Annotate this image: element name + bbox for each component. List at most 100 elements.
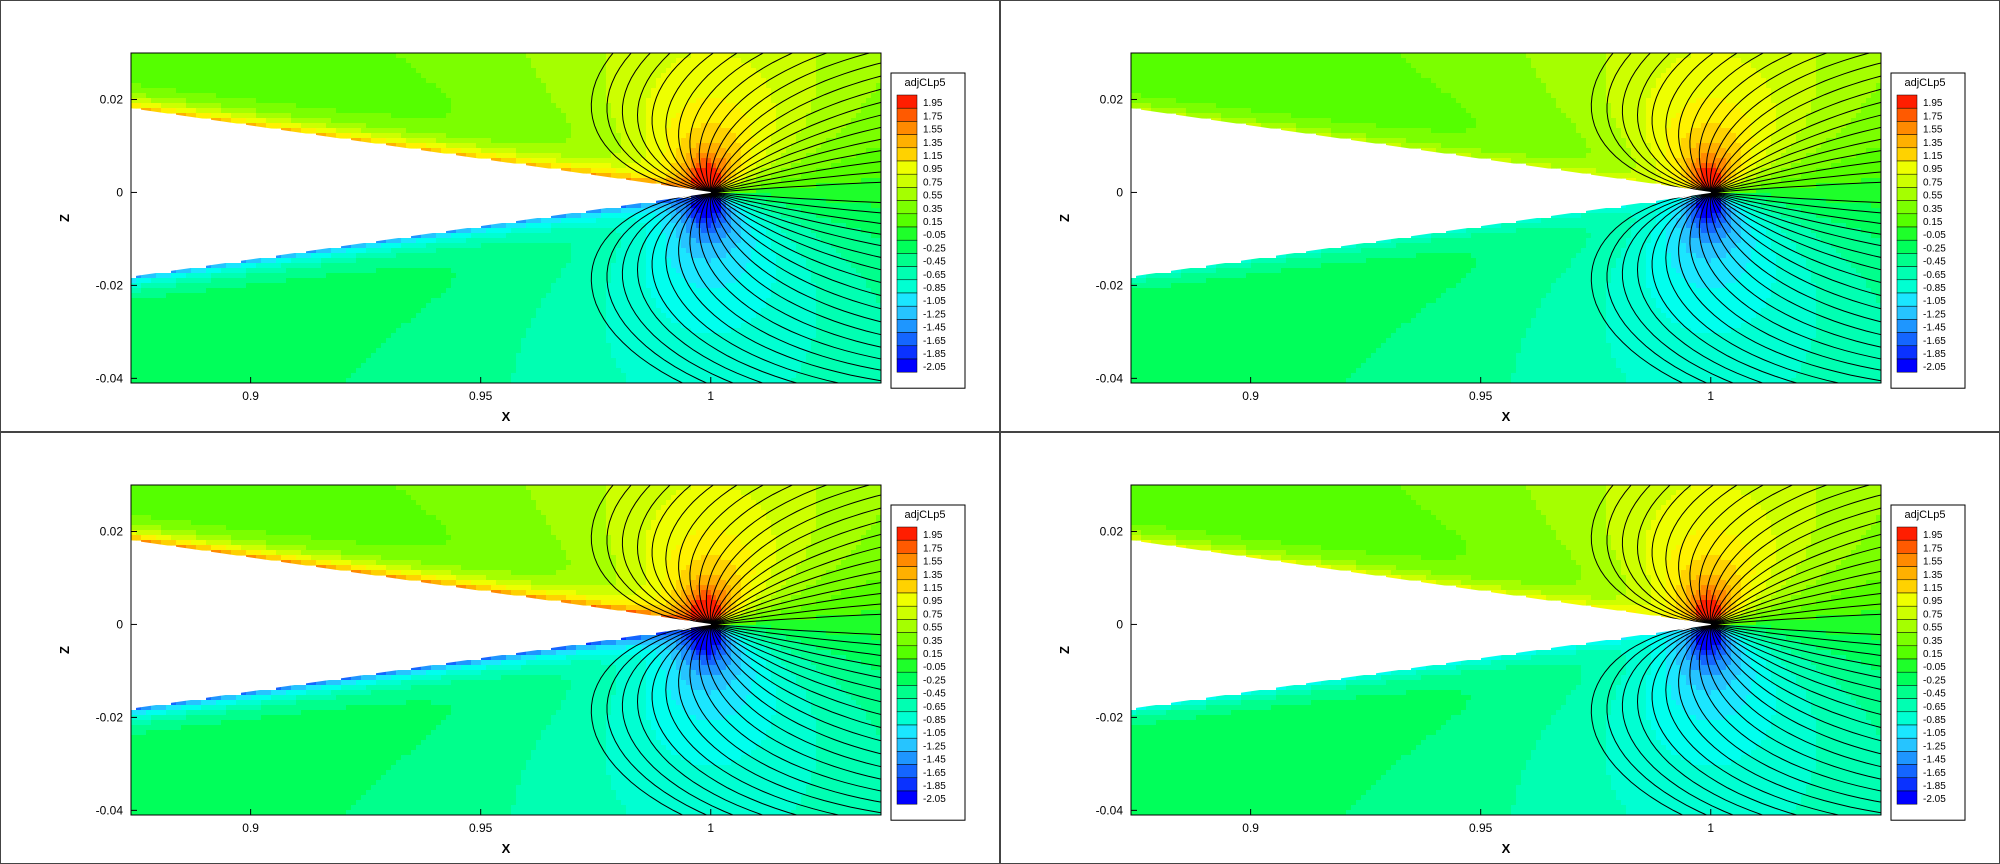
contour-cell — [596, 113, 602, 119]
contour-cell — [536, 268, 542, 274]
contour-cell — [716, 123, 722, 129]
contour-cell — [396, 68, 402, 74]
contour-cell — [801, 103, 807, 109]
contour-cell — [806, 173, 812, 179]
contour-cell — [861, 163, 867, 169]
contour-cell — [686, 198, 692, 204]
contour-cell — [586, 253, 592, 259]
contour-cell — [791, 63, 797, 69]
contour-cell — [691, 103, 697, 109]
contour-cell — [516, 278, 522, 284]
contour-cell — [811, 98, 817, 104]
contour-cell — [866, 108, 872, 114]
contour-cell — [511, 153, 517, 159]
contour-cell — [361, 278, 367, 284]
contour-cell — [691, 273, 697, 279]
contour-cell — [541, 248, 547, 254]
contour-cell — [696, 113, 702, 119]
contour-cell — [476, 103, 482, 109]
contour-cell — [641, 253, 647, 259]
contour-cell — [856, 243, 862, 249]
contour-cell — [716, 73, 722, 79]
contour-cell — [696, 93, 702, 99]
contour-cell — [596, 243, 602, 249]
contour-cell — [446, 108, 452, 114]
contour-cell — [416, 273, 422, 279]
contour-cell — [516, 273, 522, 279]
contour-cell — [601, 73, 607, 79]
contour-cell — [531, 108, 537, 114]
contour-cell — [301, 263, 307, 269]
contour-cell — [646, 213, 652, 219]
contour-cell — [691, 128, 697, 134]
contour-cell — [586, 273, 592, 279]
contour-cell — [596, 98, 602, 104]
contour-cell — [776, 118, 782, 124]
contour-cell — [806, 278, 812, 284]
contour-cell — [531, 253, 537, 259]
contour-cell — [831, 218, 837, 224]
contour-cell — [451, 83, 457, 89]
contour-cell — [211, 268, 217, 274]
contour-cell — [331, 78, 337, 84]
contour-cell — [486, 63, 492, 69]
contour-cell — [216, 88, 222, 94]
contour-cell — [311, 248, 317, 254]
contour-cell — [846, 168, 852, 174]
contour-cell — [236, 78, 242, 84]
contour-cell — [796, 213, 802, 219]
contour-cell — [291, 88, 297, 94]
contour-cell — [166, 53, 172, 59]
contour-cell — [661, 273, 667, 279]
contour-cell — [691, 53, 697, 59]
contour-cell — [466, 73, 472, 79]
contour-cell — [826, 133, 832, 139]
contour-cell — [846, 208, 852, 214]
contour-cell — [826, 233, 832, 239]
contour-cell — [516, 243, 522, 249]
contour-cell — [746, 118, 752, 124]
contour-cell — [331, 88, 337, 94]
contour-cell — [231, 58, 237, 64]
contour-cell — [626, 143, 632, 149]
contour-cell — [581, 123, 587, 129]
contour-cell — [491, 63, 497, 69]
contour-cell — [741, 123, 747, 129]
contour-cell — [801, 248, 807, 254]
contour-cell — [651, 153, 657, 159]
contour-cell — [686, 243, 692, 249]
contour-cell — [776, 63, 782, 69]
contour-cell — [581, 238, 587, 244]
contour-cell — [346, 123, 352, 129]
contour-cell — [531, 233, 537, 239]
contour-cell — [551, 163, 557, 169]
contour-cell — [716, 243, 722, 249]
contour-cell — [241, 98, 247, 104]
contour-cell — [511, 263, 517, 269]
contour-cell — [146, 68, 152, 74]
contour-cell — [561, 138, 567, 144]
contour-cell — [776, 193, 782, 199]
contour-cell — [496, 103, 502, 109]
contour-cell — [251, 63, 257, 69]
contour-cell — [541, 103, 547, 109]
contour-cell — [616, 143, 622, 149]
contour-cell — [396, 258, 402, 264]
contour-cell — [496, 138, 502, 144]
contour-cell — [696, 233, 702, 239]
contour-cell — [501, 103, 507, 109]
contour-cell — [636, 203, 642, 209]
contour-cell — [531, 148, 537, 154]
contour-cell — [386, 128, 392, 134]
contour-cell — [206, 103, 212, 109]
contour-cell — [396, 263, 402, 269]
contour-cell — [756, 273, 762, 279]
contour-cell — [191, 68, 197, 74]
contour-cell — [331, 58, 337, 64]
contour-cell — [456, 118, 462, 124]
contour-cell — [716, 118, 722, 124]
contour-cell — [766, 158, 772, 164]
contour-cell — [856, 158, 862, 164]
contour-cell — [566, 68, 572, 74]
contour-cell — [616, 88, 622, 94]
